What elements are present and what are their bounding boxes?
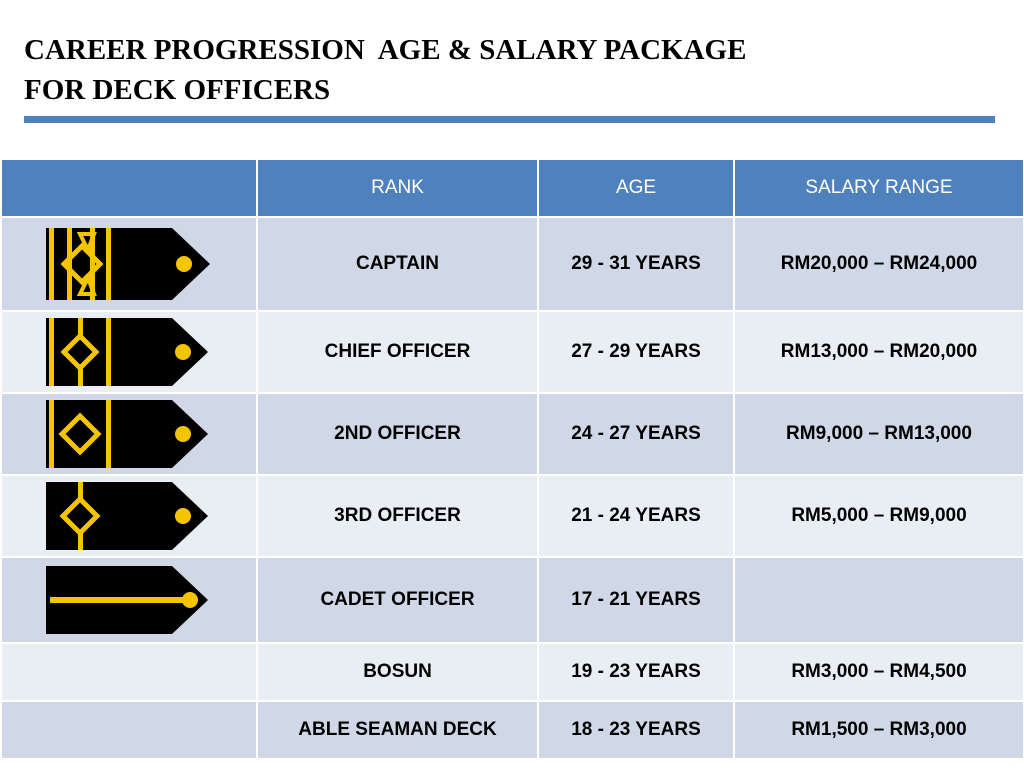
rank-cell: ABLE SEAMAN DECK [256,700,539,760]
insignia-cell [0,392,258,476]
insignia-column-header [0,158,258,218]
salary-cell: RM1,500 – RM3,000 [733,700,1024,760]
career-table: RANK AGE SALARY RANGE CAPTAIN [0,158,1024,760]
rank-cell: BOSUN [256,642,539,702]
table-row: CHIEF OFFICER 27 - 29 YEARS RM13,000 – R… [0,310,1024,394]
table-row: CADET OFFICER 17 - 21 YEARS [0,556,1024,644]
table-row: CAPTAIN 29 - 31 YEARS RM20,000 – RM24,00… [0,216,1024,312]
page-title: CAREER PROGRESSION AGE & SALARY PACKAGE … [24,30,746,110]
insignia-cell [0,474,258,558]
captain-epaulette-icon [46,228,210,300]
table-row: 3RD OFFICER 21 - 24 YEARS RM5,000 – RM9,… [0,474,1024,558]
salary-cell: RM20,000 – RM24,000 [733,216,1024,312]
rank-cell: CHIEF OFFICER [256,310,539,394]
age-cell: 17 - 21 YEARS [537,556,735,644]
table-row: ABLE SEAMAN DECK 18 - 23 YEARS RM1,500 –… [0,700,1024,760]
age-cell: 21 - 24 YEARS [537,474,735,558]
salary-cell: RM13,000 – RM20,000 [733,310,1024,394]
table-row: 2ND OFFICER 24 - 27 YEARS RM9,000 – RM13… [0,392,1024,476]
age-cell: 19 - 23 YEARS [537,642,735,702]
rank-cell: CAPTAIN [256,216,539,312]
insignia-cell [0,700,258,760]
table-row: BOSUN 19 - 23 YEARS RM3,000 – RM4,500 [0,642,1024,702]
third-officer-epaulette-icon [46,482,208,550]
title-line-1: CAREER PROGRESSION AGE & SALARY PACKAGE [24,34,747,66]
insignia-cell [0,642,258,702]
rank-cell: CADET OFFICER [256,556,539,644]
title-line-2: FOR DECK OFFICERS [24,74,331,106]
cadet-officer-epaulette-icon [46,566,208,634]
salary-cell [733,556,1024,644]
table-header-row: RANK AGE SALARY RANGE [0,158,1024,218]
rank-column-header: RANK [256,158,539,218]
age-cell: 29 - 31 YEARS [537,216,735,312]
chief-officer-epaulette-icon [46,318,208,386]
salary-cell: RM5,000 – RM9,000 [733,474,1024,558]
insignia-cell [0,556,258,644]
rank-cell: 3RD OFFICER [256,474,539,558]
insignia-cell [0,310,258,394]
age-cell: 18 - 23 YEARS [537,700,735,760]
second-officer-epaulette-icon [46,400,208,468]
age-column-header: AGE [537,158,735,218]
salary-cell: RM9,000 – RM13,000 [733,392,1024,476]
age-cell: 27 - 29 YEARS [537,310,735,394]
salary-column-header: SALARY RANGE [733,158,1024,218]
age-cell: 24 - 27 YEARS [537,392,735,476]
insignia-cell [0,216,258,312]
title-divider [24,116,995,123]
salary-cell: RM3,000 – RM4,500 [733,642,1024,702]
rank-cell: 2ND OFFICER [256,392,539,476]
